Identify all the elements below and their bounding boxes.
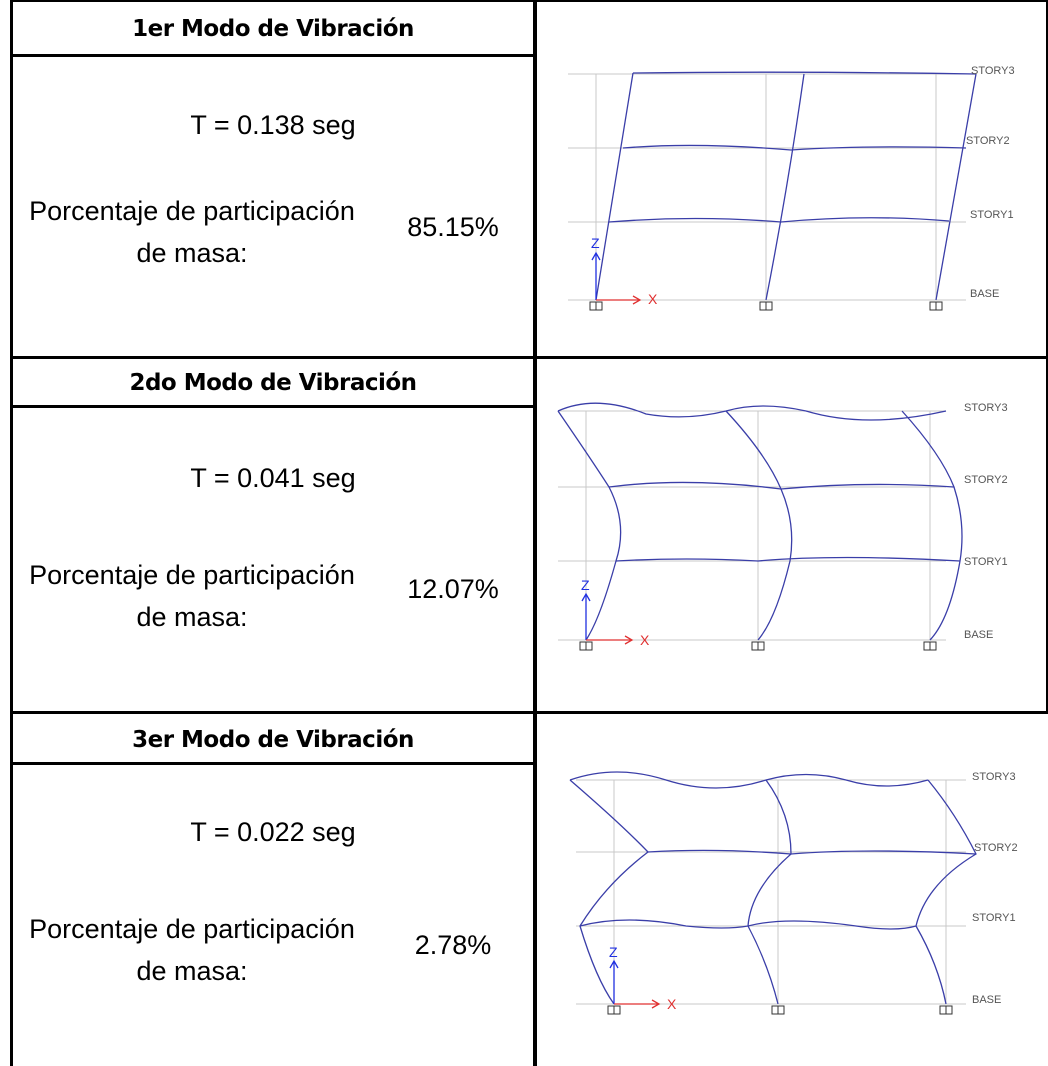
story-label: STORY3 [972,771,1016,783]
axis-z-label: Z [581,577,590,593]
table-top-border [10,0,1048,2]
story-label: STORY1 [972,912,1016,924]
deformed-shape [557,402,963,641]
mode-shape-diagram: Z X STORY3 STORY2 STORY1 BASE [569,771,1018,1015]
story-label: STORY2 [974,842,1018,854]
axis-triad: Z X [591,235,658,307]
mode-title: 3er Modo de Vibración [132,727,414,753]
story-label: STORY1 [970,209,1014,221]
story-label: BASE [972,994,1001,1006]
participation-value: 12.07% [407,574,499,604]
participation-label: Porcentaje de participación de masa: [29,560,355,632]
story-label: BASE [970,288,999,300]
mode-title: 2do Modo de Vibración [129,370,417,396]
supports [579,641,937,651]
axis-z-label: Z [591,235,600,251]
axis-x-label: X [640,632,650,648]
period-text: T = 0.022 seg [190,817,356,847]
story-labels: STORY3 STORY2 STORY1 BASE [966,65,1015,300]
participation-label: Porcentaje de participación de masa: [29,914,355,986]
table-left-border [10,0,13,1066]
axis-triad: Z X [581,577,650,648]
deformed-shape [595,71,977,301]
row-divider-1 [10,356,1048,359]
period-text: T = 0.138 seg [190,110,356,140]
supports [589,301,943,311]
story-label: STORY2 [966,135,1010,147]
axis-z-label: Z [609,944,618,960]
story-labels: STORY3 STORY2 STORY1 BASE [972,771,1018,1006]
story-labels: STORY3 STORY2 STORY1 BASE [964,402,1008,641]
header-divider-1 [10,54,535,57]
axis-triad: Z X [609,944,677,1012]
participation-label: Porcentaje de participación de masa: [29,196,355,268]
supports [607,1005,953,1015]
story-label: STORY3 [964,402,1008,414]
story-label: STORY2 [964,474,1008,486]
grid-lines [558,410,946,641]
story-label: BASE [964,629,993,641]
deformed-shape [569,771,977,1005]
mode-shape-diagram: Z X STORY3 STORY2 STORY1 BASE [557,402,1008,651]
grid-lines [576,779,966,1005]
axis-x-label: X [648,291,658,307]
axis-x-label: X [667,996,677,1012]
mode-title: 1er Modo de Vibración [132,16,414,42]
story-label: STORY1 [964,556,1008,568]
header-divider-2 [10,405,535,408]
table-middle-border [533,0,537,1066]
participation-value: 85.15% [407,212,499,242]
participation-value: 2.78% [414,930,492,960]
mode-shape-diagram: Z X STORY3 STORY2 STORY1 BASE [568,65,1015,311]
row-divider-2 [10,711,1048,714]
period-text: T = 0.041 seg [190,463,356,493]
story-label: STORY3 [971,65,1015,77]
header-divider-3 [10,762,535,765]
